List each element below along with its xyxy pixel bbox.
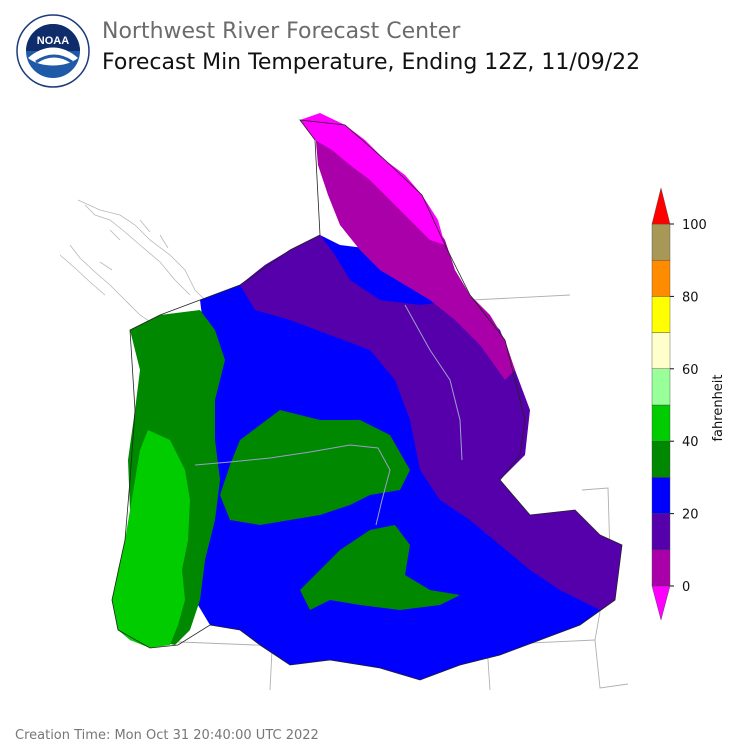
colorbar-low-arrow <box>651 585 671 621</box>
colorbar-segment <box>651 296 671 333</box>
basin-outline <box>111 119 623 681</box>
colorbar-label: fahrenheit <box>711 374 726 441</box>
colorbar-segment <box>651 549 671 587</box>
creation-time: Creation Time: Mon Oct 31 20:40:00 UTC 2… <box>15 728 319 743</box>
colorbar-segment <box>651 223 671 261</box>
colorbar-segment <box>651 332 671 370</box>
region-20-30f <box>190 235 620 680</box>
coastline-outline <box>60 199 206 339</box>
colorbar: 0 20 40 60 80 100 fahrenheit <box>651 187 726 621</box>
colorbar-segment <box>651 404 671 442</box>
svg-text:NOAA: NOAA <box>37 35 69 47</box>
colorbar-high-arrow <box>651 187 671 225</box>
noaa-logo: NOAA <box>16 14 90 88</box>
temperature-map <box>60 113 629 691</box>
colorbar-tick-label: 60 <box>682 363 699 378</box>
region-10-20f <box>240 235 622 610</box>
colorbar-segment <box>651 441 671 478</box>
colorbar-segment <box>651 260 671 297</box>
colorbar-tick-label: 0 <box>682 580 690 595</box>
region-30-40f-snake <box>300 525 460 610</box>
region-40-50f <box>112 430 190 648</box>
river-lines <box>194 304 463 526</box>
map-title: Forecast Min Temperature, Ending 12Z, 11… <box>102 50 641 75</box>
colorbar-tick-label: 80 <box>682 290 699 305</box>
colorbar-tick-label: 20 <box>682 508 699 523</box>
region-30-40f-basin <box>220 410 410 525</box>
colorbar-tick-label: 40 <box>682 435 699 450</box>
colorbar-segment <box>651 368 671 406</box>
agency-name: Northwest River Forecast Center <box>102 19 461 44</box>
region-below-0f <box>300 113 445 245</box>
colorbar-segment <box>651 513 671 550</box>
colorbar-segment <box>651 477 671 514</box>
colorbar-tick-label: 100 <box>682 218 707 233</box>
region-0-10f <box>315 125 515 380</box>
